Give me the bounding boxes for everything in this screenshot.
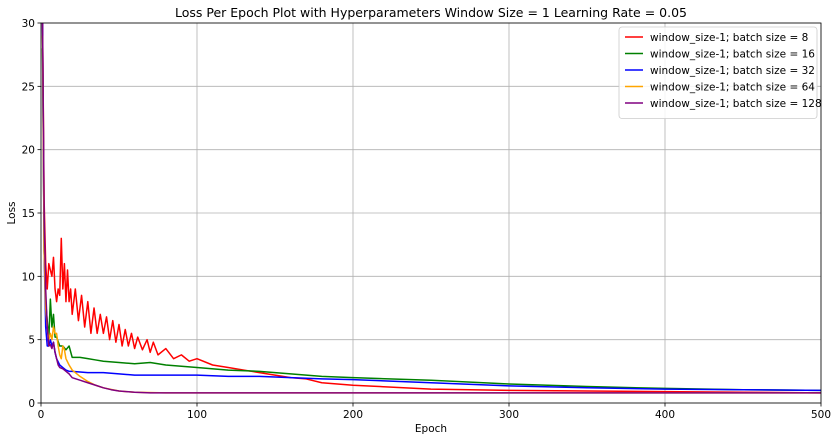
- y-tick-label: 20: [22, 145, 35, 157]
- series-line-1: [41, 23, 821, 394]
- y-tick-label: 0: [28, 398, 35, 410]
- y-tick-label: 15: [22, 208, 35, 220]
- legend-label-1: window_size-1; batch size = 8: [650, 32, 808, 44]
- series-line-5: [41, 23, 821, 394]
- x-tick-label: 0: [38, 409, 45, 421]
- x-axis-label: Epoch: [415, 423, 447, 435]
- series-line-3: [41, 23, 821, 392]
- ticks: 0 100 200 300 400 500 0 5 10 15 20 25 30: [22, 18, 831, 421]
- series-line-2: [41, 48, 821, 392]
- legend-box: [618, 26, 818, 119]
- x-tick-label: 400: [655, 409, 675, 421]
- chart-title: Loss Per Epoch Plot with Hyperparameters…: [175, 5, 687, 20]
- y-tick-label: 30: [22, 18, 35, 30]
- x-tick-label: 300: [499, 409, 519, 421]
- legend-label-4: window_size-1; batch size = 64: [650, 82, 815, 94]
- legend-label-3: window_size-1; batch size = 32: [650, 65, 815, 77]
- y-axis-label: Loss: [6, 201, 18, 224]
- y-tick-label: 25: [22, 81, 35, 93]
- y-tick-label: 10: [22, 271, 35, 283]
- x-tick-label: 500: [811, 409, 831, 421]
- x-tick-label: 200: [343, 409, 363, 421]
- x-tick-label: 100: [187, 409, 207, 421]
- legend-label-2: window_size-1; batch size = 16: [650, 49, 815, 61]
- y-tick-label: 5: [28, 335, 35, 347]
- series-layer: [41, 23, 821, 394]
- legend-label-5: window_size-1; batch size = 128: [650, 98, 822, 110]
- legend: window_size-1; batch size = 8 window_size…: [618, 26, 822, 119]
